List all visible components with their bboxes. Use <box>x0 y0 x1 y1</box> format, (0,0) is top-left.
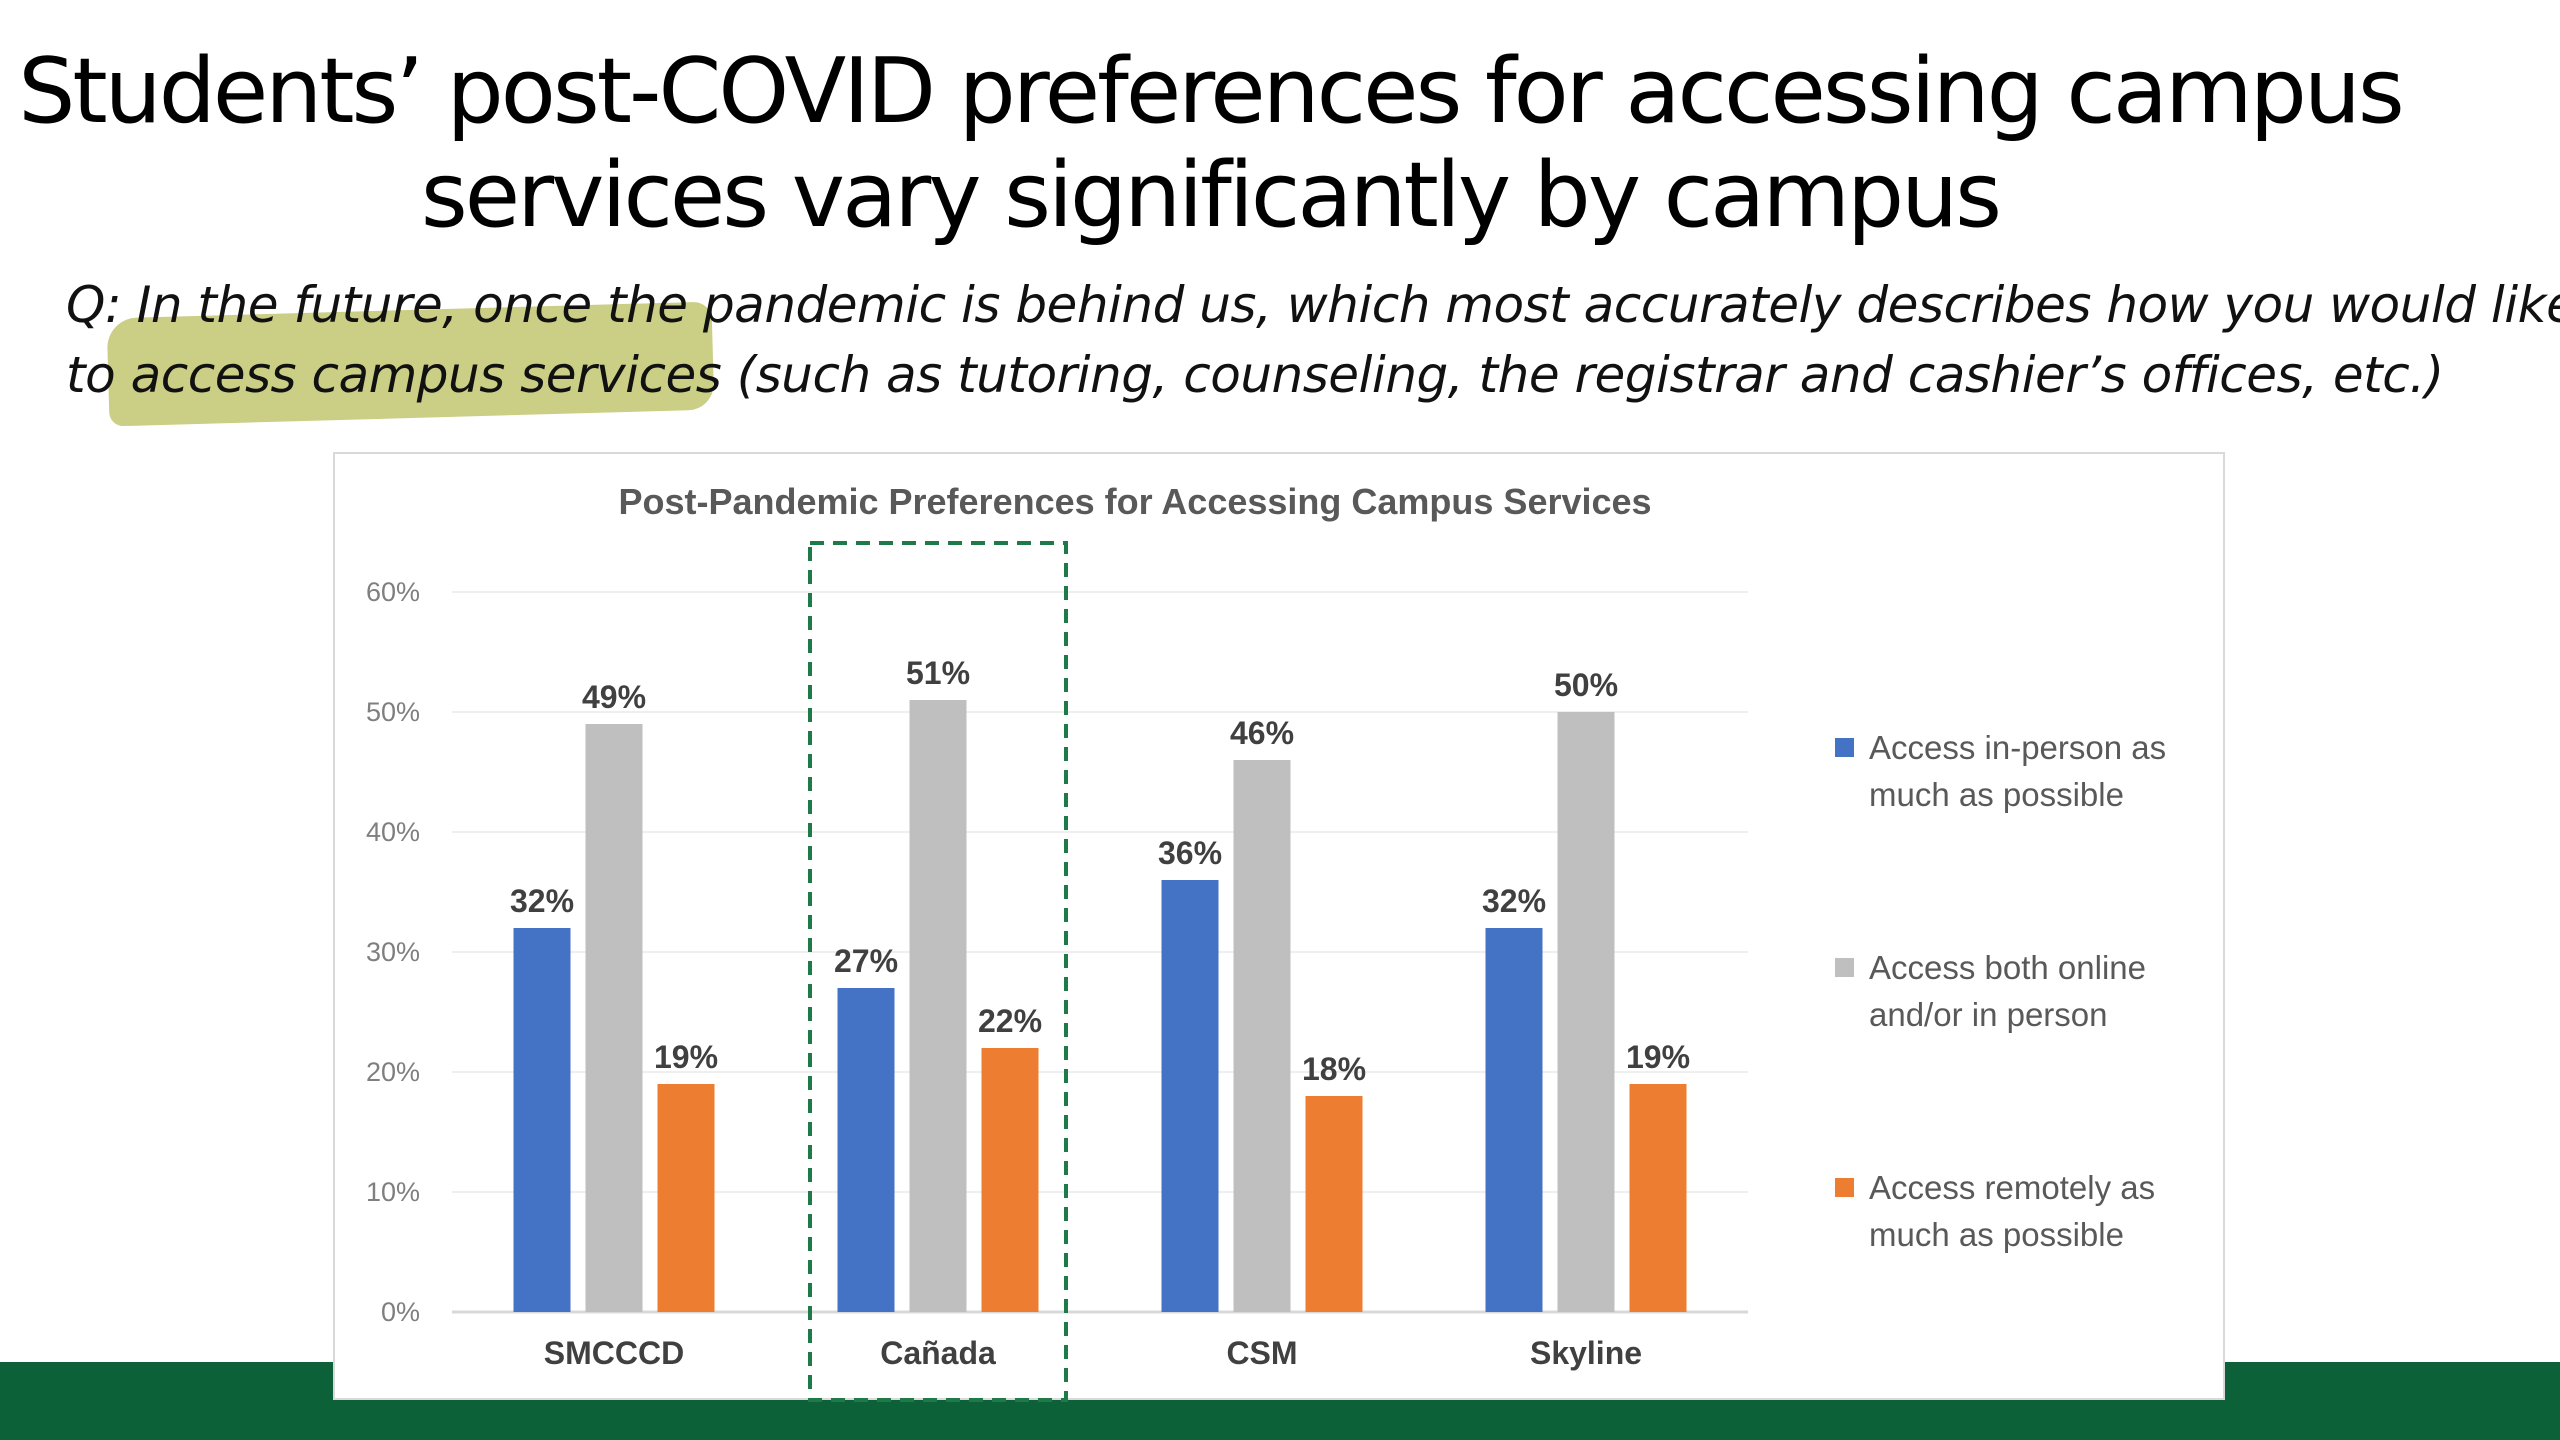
bar <box>837 988 895 1312</box>
data-label: 49% <box>582 679 646 715</box>
survey-question: Q: In the future, once the pandemic is b… <box>66 270 2560 410</box>
data-label: 51% <box>906 655 970 691</box>
data-label: 46% <box>1230 715 1294 751</box>
legend-label: Access both online and/or in person <box>1869 949 2147 1033</box>
y-tick-label: 10% <box>366 1177 420 1207</box>
data-label: 22% <box>978 1003 1042 1039</box>
data-label: 50% <box>1554 667 1618 703</box>
bar <box>585 724 643 1312</box>
legend-item: Access remotely as much as possible <box>1835 1164 2195 1384</box>
legend-label: Access in-person as much as possible <box>1869 729 2167 813</box>
y-tick-label: 20% <box>366 1057 420 1087</box>
bar <box>1161 880 1219 1312</box>
chart-title: Post-Pandemic Preferences for Accessing … <box>618 481 1651 522</box>
bar <box>1629 1084 1687 1312</box>
survey-question-line-2: to access campus services (such as tutor… <box>66 346 2444 404</box>
data-label: 18% <box>1302 1051 1366 1087</box>
slide-title: Students’ post-COVID preferences for acc… <box>0 40 2420 248</box>
bar <box>1557 712 1615 1312</box>
y-tick-label: 0% <box>381 1297 420 1327</box>
y-tick-label: 40% <box>366 817 420 847</box>
bar <box>1485 928 1543 1312</box>
data-label: 32% <box>510 883 574 919</box>
chart-legend: Access in-person as much as possible Acce… <box>1835 724 2195 1384</box>
bar-chart: Post-Pandemic Preferences for Accessing … <box>366 481 1748 1402</box>
category-label: SMCCCD <box>544 1335 684 1371</box>
bar <box>981 1048 1039 1312</box>
legend-swatch <box>1835 738 1854 757</box>
data-label: 36% <box>1158 835 1222 871</box>
y-tick-label: 50% <box>366 697 420 727</box>
category-label: Cañada <box>880 1335 996 1371</box>
category-label: CSM <box>1226 1335 1297 1371</box>
chart-panel: Post-Pandemic Preferences for Accessing … <box>333 452 2225 1402</box>
slide-title-line-1: Students’ post-COVID preferences for acc… <box>18 39 2405 144</box>
bar <box>657 1084 715 1312</box>
survey-question-line-1: Q: In the future, once the pandemic is b… <box>66 276 2560 334</box>
data-label: 19% <box>1626 1039 1690 1075</box>
y-tick-label: 60% <box>366 577 420 607</box>
bar <box>909 700 967 1312</box>
slide-title-line-2: services vary significantly by campus <box>420 143 2002 248</box>
data-label: 27% <box>834 943 898 979</box>
bar <box>1305 1096 1363 1312</box>
legend-swatch <box>1835 958 1854 977</box>
data-label: 19% <box>654 1039 718 1075</box>
data-label: 32% <box>1482 883 1546 919</box>
bar <box>1233 760 1291 1312</box>
legend-item: Access both online and/or in person <box>1835 944 2195 1164</box>
category-label: Skyline <box>1530 1335 1642 1371</box>
bar <box>513 928 571 1312</box>
y-tick-label: 30% <box>366 937 420 967</box>
legend-label: Access remotely as much as possible <box>1869 1169 2156 1253</box>
legend-item: Access in-person as much as possible <box>1835 724 2195 944</box>
highlight-dashed-box <box>808 541 1068 1402</box>
legend-swatch <box>1835 1178 1854 1197</box>
